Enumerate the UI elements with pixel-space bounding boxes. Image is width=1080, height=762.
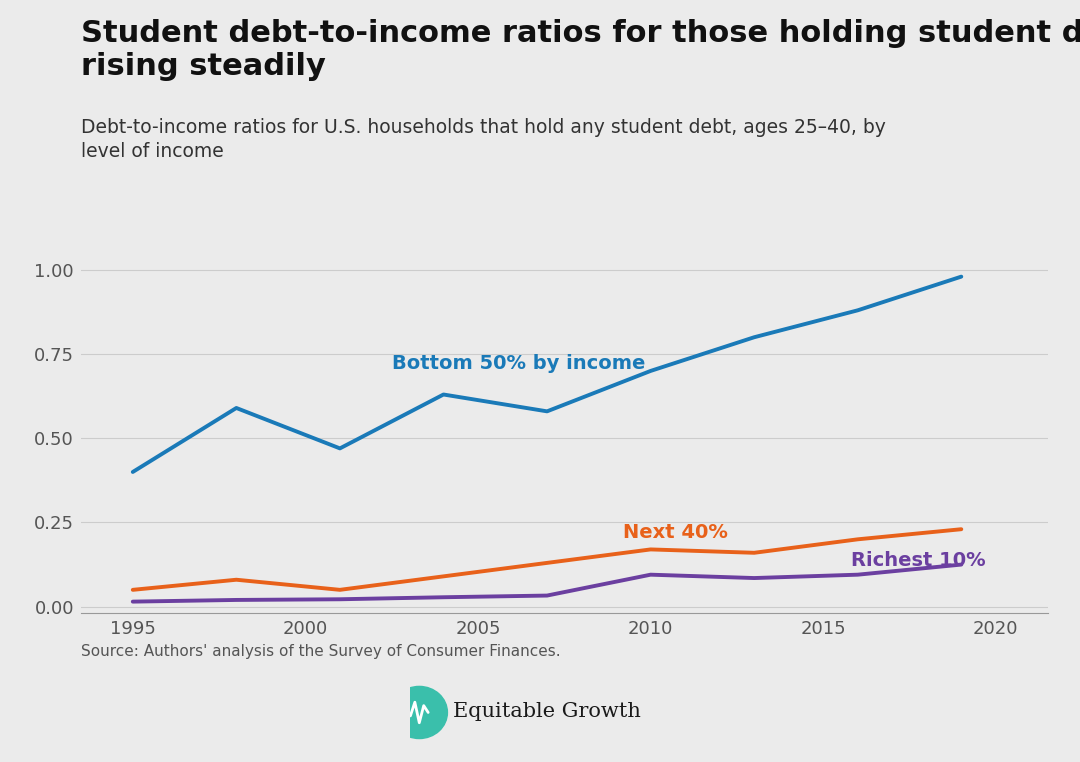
Text: Equitable Growth: Equitable Growth: [454, 702, 642, 721]
Circle shape: [391, 687, 447, 738]
Text: Debt-to-income ratios for U.S. households that hold any student debt, ages 25–40: Debt-to-income ratios for U.S. household…: [81, 118, 886, 162]
Text: Bottom 50% by income: Bottom 50% by income: [392, 354, 645, 373]
Text: Student debt-to-income ratios for those holding student debt are
rising steadily: Student debt-to-income ratios for those …: [81, 19, 1080, 81]
Text: Source: Authors' analysis of the Survey of Consumer Finances.: Source: Authors' analysis of the Survey …: [81, 644, 561, 659]
Text: Next 40%: Next 40%: [623, 523, 728, 542]
Text: Richest 10%: Richest 10%: [851, 551, 985, 570]
